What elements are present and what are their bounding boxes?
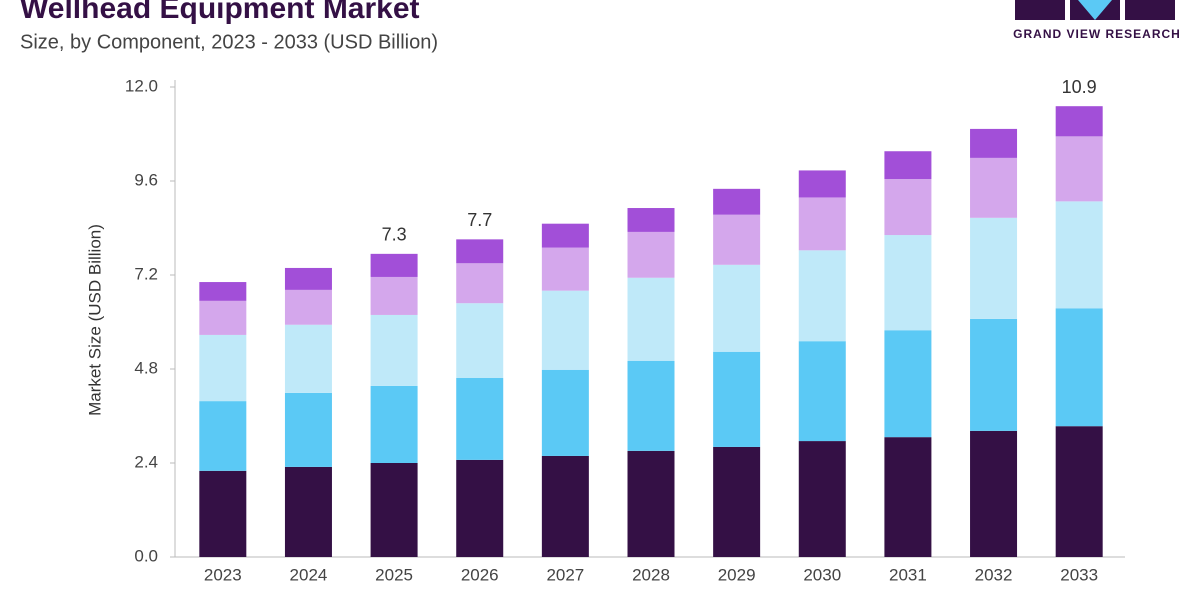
bar-segment xyxy=(713,351,761,447)
bar-segment xyxy=(284,392,332,467)
y-tick-label: 4.8 xyxy=(134,358,158,377)
bar-segment xyxy=(284,267,332,290)
y-tick-label: 2.4 xyxy=(134,452,158,471)
logo-triangle xyxy=(1078,0,1112,20)
bar-segment xyxy=(370,463,418,557)
bar-segment xyxy=(541,290,589,370)
logo-text: GRAND VIEW RESEARCH xyxy=(1013,27,1181,41)
bar-segment xyxy=(798,341,846,442)
bar-segment xyxy=(713,264,761,352)
x-tick-label: 2029 xyxy=(718,565,756,584)
bar-segment xyxy=(970,318,1018,431)
bar-segment xyxy=(970,157,1018,218)
y-tick-label: 12.0 xyxy=(125,76,158,95)
bar-segment xyxy=(199,470,247,557)
bar-segment xyxy=(798,441,846,557)
total-label: 10.9 xyxy=(1062,77,1097,97)
chart-subtitle: Size, by Component, 2023 - 2033 (USD Bil… xyxy=(20,31,438,53)
bar-segment xyxy=(798,197,846,251)
bar-segment xyxy=(370,385,418,463)
bar-segment xyxy=(284,289,332,325)
bar-segment xyxy=(370,253,418,277)
logo-block xyxy=(1015,0,1065,20)
bar-segment xyxy=(456,378,504,460)
bar-segment xyxy=(456,459,504,557)
x-tick-label: 2030 xyxy=(803,565,841,584)
bar-segment xyxy=(199,401,247,471)
x-tick-label: 2026 xyxy=(461,565,499,584)
bar-segment xyxy=(627,450,675,557)
bar-segment xyxy=(541,369,589,456)
bar-segment xyxy=(456,303,504,379)
y-tick-label: 9.6 xyxy=(134,170,158,189)
bar-segment xyxy=(541,247,589,291)
bar-segment xyxy=(456,239,504,264)
bar-segment xyxy=(627,277,675,361)
bar-segment xyxy=(199,300,247,335)
bar-segment xyxy=(1055,426,1103,557)
bar-segment xyxy=(1055,308,1103,427)
bar-segment xyxy=(199,334,247,402)
bar-segment xyxy=(884,151,932,180)
bar-segment xyxy=(1055,201,1103,309)
x-tick-label: 2023 xyxy=(204,565,242,584)
bar-segment xyxy=(541,455,589,557)
total-label: 7.7 xyxy=(467,210,492,230)
bar-segment xyxy=(370,314,418,386)
bar-segment xyxy=(884,179,932,236)
x-tick-label: 2025 xyxy=(375,565,413,584)
x-tick-label: 2031 xyxy=(889,565,927,584)
bar-segment xyxy=(456,263,504,304)
y-axis-label: Market Size (USD Billion) xyxy=(85,224,104,416)
x-tick-label: 2024 xyxy=(290,565,328,584)
logo: GRAND VIEW RESEARCH xyxy=(1013,0,1181,41)
bar-segment xyxy=(1055,136,1103,202)
bar-segment xyxy=(627,360,675,451)
y-tick-label: 7.2 xyxy=(134,264,158,283)
bar-segment xyxy=(884,235,932,331)
total-label: 7.3 xyxy=(382,225,407,245)
bar-segment xyxy=(970,128,1018,158)
bar-segment xyxy=(627,208,675,232)
bar-segment xyxy=(884,330,932,438)
bar-segment xyxy=(970,430,1018,557)
y-tick-label: 0.0 xyxy=(134,546,158,565)
bar-segment xyxy=(713,214,761,265)
bar-segment xyxy=(541,223,589,248)
bar-segment xyxy=(713,446,761,557)
bar-segment xyxy=(798,250,846,342)
bar-segment xyxy=(284,466,332,557)
bar-segment xyxy=(884,437,932,557)
bar-segment xyxy=(627,231,675,278)
x-tick-label: 2027 xyxy=(546,565,584,584)
bar-segment xyxy=(1055,106,1103,137)
bar-segment xyxy=(199,282,247,301)
chart-title: Wellhead Equipment Market xyxy=(20,0,420,25)
x-tick-label: 2033 xyxy=(1060,565,1098,584)
bar-segment xyxy=(370,276,418,315)
x-tick-label: 2028 xyxy=(632,565,670,584)
bar-segment xyxy=(798,170,846,198)
x-tick-label: 2032 xyxy=(975,565,1013,584)
bar-segment xyxy=(713,188,761,215)
bar-segment xyxy=(284,324,332,393)
logo-block xyxy=(1125,0,1175,20)
bar-segment xyxy=(970,217,1018,319)
